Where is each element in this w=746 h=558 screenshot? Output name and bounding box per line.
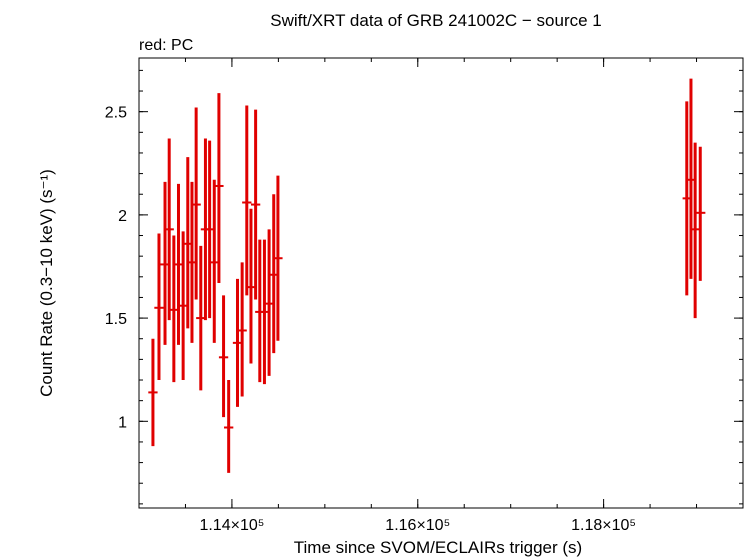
data-point — [259, 239, 270, 385]
data-point — [209, 179, 219, 343]
y-tick-label: 2.5 — [105, 105, 127, 122]
data-point — [191, 107, 201, 300]
data-point — [264, 229, 274, 376]
plot-frame — [138, 57, 744, 509]
data-point — [690, 142, 700, 319]
x-tick-label: 1.16×10⁵ — [385, 517, 450, 534]
data-series — [148, 78, 706, 473]
data-point — [250, 109, 261, 300]
data-point — [224, 380, 234, 473]
data-point — [173, 183, 184, 345]
data-point — [242, 105, 252, 296]
data-point — [232, 278, 243, 407]
data-point — [148, 338, 158, 447]
data-point — [196, 245, 206, 391]
y-tick-label: 1 — [118, 414, 127, 431]
x-axis-label: Time since SVOM/ECLAIRs trigger (s) — [294, 538, 582, 557]
axis-tick-labels: 1.14×10⁵ 1.16×10⁵ 1.18×10⁵ 1 1.5 2 2.5 — [105, 105, 636, 534]
data-point — [214, 93, 224, 283]
y-tick-label: 2 — [118, 208, 127, 225]
data-point — [178, 231, 188, 381]
data-point — [695, 146, 706, 281]
axis-ticks — [138, 58, 744, 508]
chart-title: Swift/XRT data of GRB 241002C − source 1 — [270, 11, 602, 30]
data-point — [169, 235, 179, 383]
y-tick-label: 1.5 — [105, 311, 127, 328]
x-tick-label: 1.14×10⁵ — [199, 517, 264, 534]
x-tick-label: 1.18×10⁵ — [571, 517, 636, 534]
data-point — [273, 175, 283, 341]
data-point — [237, 262, 247, 397]
data-point — [154, 233, 164, 381]
chart-subtitle: red: PC — [139, 37, 193, 54]
data-point — [204, 140, 215, 319]
data-point — [246, 208, 256, 364]
data-point — [164, 138, 174, 321]
data-point — [218, 295, 229, 418]
y-axis-label: Count Rate (0.3−10 keV) (s⁻¹) — [37, 169, 56, 397]
